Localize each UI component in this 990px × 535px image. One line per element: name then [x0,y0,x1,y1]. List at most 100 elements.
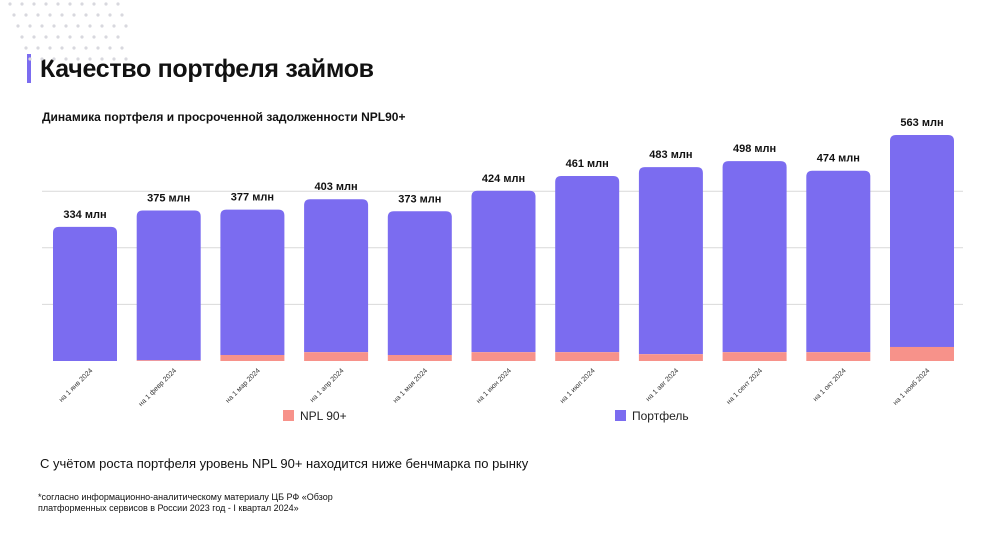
data-label: 334 млн [63,209,106,221]
dot [44,2,48,6]
dot [52,57,56,61]
dot [76,24,80,28]
dot [124,24,128,28]
dot [64,57,68,61]
x-tick-label: на 1 сент 2024 [725,367,764,406]
data-label: 403 млн [315,181,358,193]
dot [88,57,92,61]
data-label: 424 млн [482,173,525,185]
dot [40,57,44,61]
bar-npl [555,352,620,361]
page-title: Качество портфеля займов [40,55,374,83]
bar-npl [722,352,787,361]
dot [32,35,36,39]
x-tick-label: на 1 мая 2024 [392,367,429,404]
legend-label: Портфель [632,409,689,423]
data-label: 375 млн [147,192,190,204]
dot [60,13,64,17]
x-tick-label: на 1 янв 2024 [58,367,94,403]
bar-portfolio [722,161,787,353]
bar-npl [890,346,954,361]
bar-npl [304,352,369,361]
bar-npl [136,360,201,361]
dot [40,24,44,28]
bar-portfolio [387,211,452,355]
x-tick-label: на 1 окт 2024 [812,367,848,403]
dot [112,24,116,28]
bar-portfolio [136,210,201,361]
bar-portfolio [304,199,369,353]
footnote: *согласно информационно-аналитическому м… [38,492,333,513]
legend-label: NPL 90+ [300,409,347,423]
dot [100,57,104,61]
dot [56,35,60,39]
data-label: 373 млн [398,193,441,205]
dot [84,46,88,50]
decorative-dots [8,2,128,61]
dot [56,2,60,6]
dot [72,13,76,17]
dot [120,13,124,17]
dot [68,2,72,6]
bar-portfolio [220,209,285,355]
dot [32,2,36,6]
dot [104,35,108,39]
dot [52,24,56,28]
bar-npl [638,354,703,361]
dot [80,35,84,39]
data-label: 498 млн [733,143,776,155]
x-tick-label: на 1 авг 2024 [645,367,681,403]
x-tick-label: на 1 апр 2024 [309,367,346,404]
x-tick-label: на 1 нояб 2024 [891,367,931,407]
dot [72,46,76,50]
data-label: 377 млн [231,192,274,204]
bar-npl [220,354,285,361]
chart-title: Динамика портфеля и просроченной задолже… [42,110,406,124]
bar-portfolio [806,170,871,353]
dot [64,24,68,28]
dot [20,2,24,6]
dot [16,24,20,28]
dot [100,24,104,28]
data-label: 474 млн [817,153,860,165]
dot [92,35,96,39]
data-label: 483 млн [649,149,692,161]
dot [124,57,128,61]
dot [44,35,48,39]
dot [60,46,64,50]
dot [68,35,72,39]
dot [48,46,52,50]
dot [76,57,80,61]
bar-portfolio [471,190,536,353]
dot [96,13,100,17]
legend-swatch [615,410,626,421]
dot [28,24,32,28]
data-label: 563 млн [900,117,943,129]
dot [120,46,124,50]
bar-portfolio [890,135,954,347]
x-tick-label: на 1 июл 2024 [559,367,597,405]
dot [92,2,96,6]
dot [36,46,40,50]
dot [108,46,112,50]
bar-npl [471,352,536,361]
dot [84,13,88,17]
dot [108,13,112,17]
dot [104,2,108,6]
dot [116,2,120,6]
bar-portfolio [53,226,117,361]
dot [24,13,28,17]
dot [96,46,100,50]
dot [48,13,52,17]
bar-portfolio [638,167,703,355]
dot [112,57,116,61]
dot [12,13,16,17]
dot [88,24,92,28]
dot [24,46,28,50]
x-tick-label: на 1 мар 2024 [225,367,262,404]
x-tick-label: на 1 февр 2024 [138,367,179,408]
dot [80,2,84,6]
dot [36,13,40,17]
dot [28,57,32,61]
legend-swatch [283,410,294,421]
